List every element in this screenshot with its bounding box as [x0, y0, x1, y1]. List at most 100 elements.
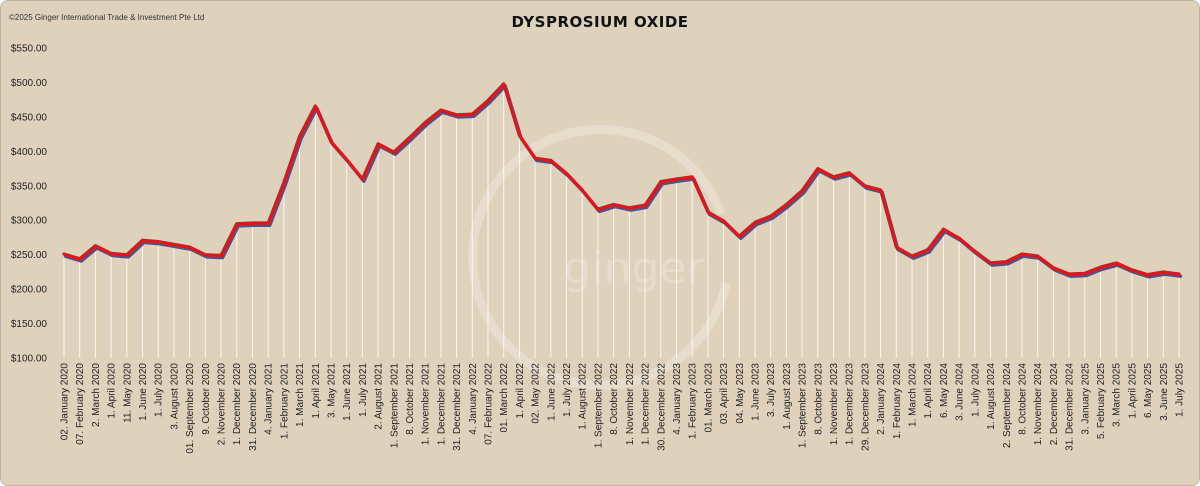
- watermark-logo: ginger: [468, 124, 731, 390]
- x-tick-label: 1. April 2022: [515, 363, 526, 419]
- x-tick-label: 31. December 2021: [452, 363, 463, 451]
- data-point: [282, 181, 286, 184]
- x-tick-label: 03. April 2023: [719, 363, 730, 425]
- data-point: [62, 252, 66, 256]
- data-point: [266, 221, 270, 225]
- data-point: [172, 243, 176, 246]
- x-tick-label: 1. December 2021: [436, 363, 447, 446]
- data-point: [125, 253, 129, 256]
- data-point: [376, 142, 380, 146]
- x-tick-label: 2. December 2024: [1049, 363, 1060, 446]
- watermark-text: ginger: [563, 243, 705, 294]
- x-tick-label: 2. September 2024: [1002, 363, 1013, 448]
- x-tick-label: 3. January 2025: [1080, 363, 1091, 435]
- y-tick-label: $100.00: [11, 354, 48, 365]
- x-tick-label: 02. May 2022: [531, 363, 542, 424]
- data-point: [455, 113, 458, 117]
- data-point: [612, 203, 615, 206]
- x-tick-label: 1. February 2024: [892, 363, 903, 440]
- x-tick-label: 29. December 2023: [860, 363, 871, 451]
- drop-lines: [63, 83, 1180, 358]
- data-point: [156, 240, 160, 243]
- x-tick-label: 1. July 2024: [970, 363, 981, 417]
- data-point: [565, 172, 568, 175]
- data-point: [1146, 273, 1149, 276]
- x-tick-label: 1. August 2024: [986, 363, 997, 430]
- x-tick-label: 04. May 2023: [735, 363, 746, 424]
- x-tick-label: 8. October 2021: [405, 363, 416, 435]
- data-point: [439, 108, 443, 112]
- x-tick-label: 3. June 2024: [955, 363, 966, 421]
- x-tick-label: 01. March 2023: [703, 363, 714, 433]
- data-point: [816, 167, 820, 170]
- x-tick-label: 1. November 2021: [421, 363, 432, 446]
- data-point: [628, 206, 631, 210]
- data-point: [502, 82, 506, 86]
- copyright-notice: ©2025 Ginger International Trade & Inves…: [9, 13, 205, 22]
- data-point: [910, 254, 914, 258]
- x-tick-label: 30. December 2022: [656, 363, 667, 451]
- data-point: [188, 245, 191, 249]
- data-point: [957, 236, 961, 240]
- x-tick-label: 8. October 2022: [609, 363, 620, 435]
- x-tick-label: 6. May 2025: [1143, 363, 1154, 418]
- series-group: [62, 82, 1183, 279]
- x-tick-label: 1. July 2025: [1175, 363, 1186, 417]
- data-point: [298, 134, 301, 138]
- x-tick-label: 1. February 2023: [688, 363, 699, 440]
- x-tick-label: 02. January 2020: [60, 363, 71, 441]
- series-line-shadow: [63, 84, 1183, 279]
- data-point: [643, 203, 647, 207]
- data-point: [1130, 268, 1134, 272]
- y-tick-label: $300.00: [11, 216, 48, 227]
- data-point: [989, 261, 992, 265]
- x-tick-label: 1. September 2021: [389, 363, 400, 448]
- x-tick-label: 1. November 2023: [829, 363, 840, 446]
- y-axis: $100.00 $150.00 $200.00 $250.00 $300.00 $350.…: [11, 44, 48, 365]
- data-point: [737, 234, 741, 238]
- data-point: [596, 207, 600, 211]
- x-tick-label: 1. July 2020: [154, 363, 165, 417]
- data-point: [973, 249, 977, 253]
- data-point: [785, 203, 788, 206]
- x-tick-label: 6. May 2024: [939, 363, 950, 418]
- x-tick-label: 4. January 2022: [468, 363, 479, 435]
- data-point: [109, 251, 113, 255]
- data-point: [235, 222, 239, 225]
- data-point: [204, 253, 207, 256]
- data-point: [408, 136, 411, 139]
- x-tick-label: 01. September 2020: [185, 363, 196, 454]
- data-point: [1004, 260, 1008, 263]
- x-tick-label: 31. December 2024: [1065, 363, 1076, 451]
- y-tick-label: $350.00: [11, 181, 48, 192]
- data-point: [1114, 261, 1118, 265]
- x-tick-label: 1. November 2022: [625, 363, 636, 446]
- data-point: [1161, 270, 1165, 274]
- y-tick-label: $200.00: [11, 285, 48, 296]
- data-point: [895, 245, 898, 249]
- data-point: [1083, 271, 1087, 275]
- y-tick-label: $400.00: [11, 147, 48, 158]
- x-tick-label: 1. March 2024: [908, 363, 919, 427]
- data-point: [392, 150, 396, 154]
- data-point: [486, 99, 490, 102]
- data-point: [1020, 252, 1024, 256]
- x-tick-label: 8. October 2024: [1017, 363, 1028, 435]
- x-tick-label: 1. August 2022: [578, 363, 589, 430]
- x-axis: 02. January 2020 07. February 2020 2. Marc…: [60, 363, 1186, 454]
- data-point: [847, 171, 851, 174]
- data-point: [800, 189, 804, 192]
- x-tick-label: 9. October 2020: [201, 363, 212, 435]
- x-tick-label: 01. March 2022: [499, 363, 510, 433]
- data-point: [251, 221, 254, 225]
- data-point: [533, 156, 537, 160]
- x-tick-label: 3. May 2021: [326, 363, 337, 418]
- x-tick-label: 3. August 2020: [169, 363, 180, 430]
- data-point: [659, 180, 663, 183]
- data-point: [580, 188, 584, 192]
- y-tick-label: $550.00: [11, 44, 48, 55]
- data-point: [471, 112, 474, 116]
- data-point: [1067, 272, 1071, 276]
- x-tick-label: 3. June 2025: [1159, 363, 1170, 421]
